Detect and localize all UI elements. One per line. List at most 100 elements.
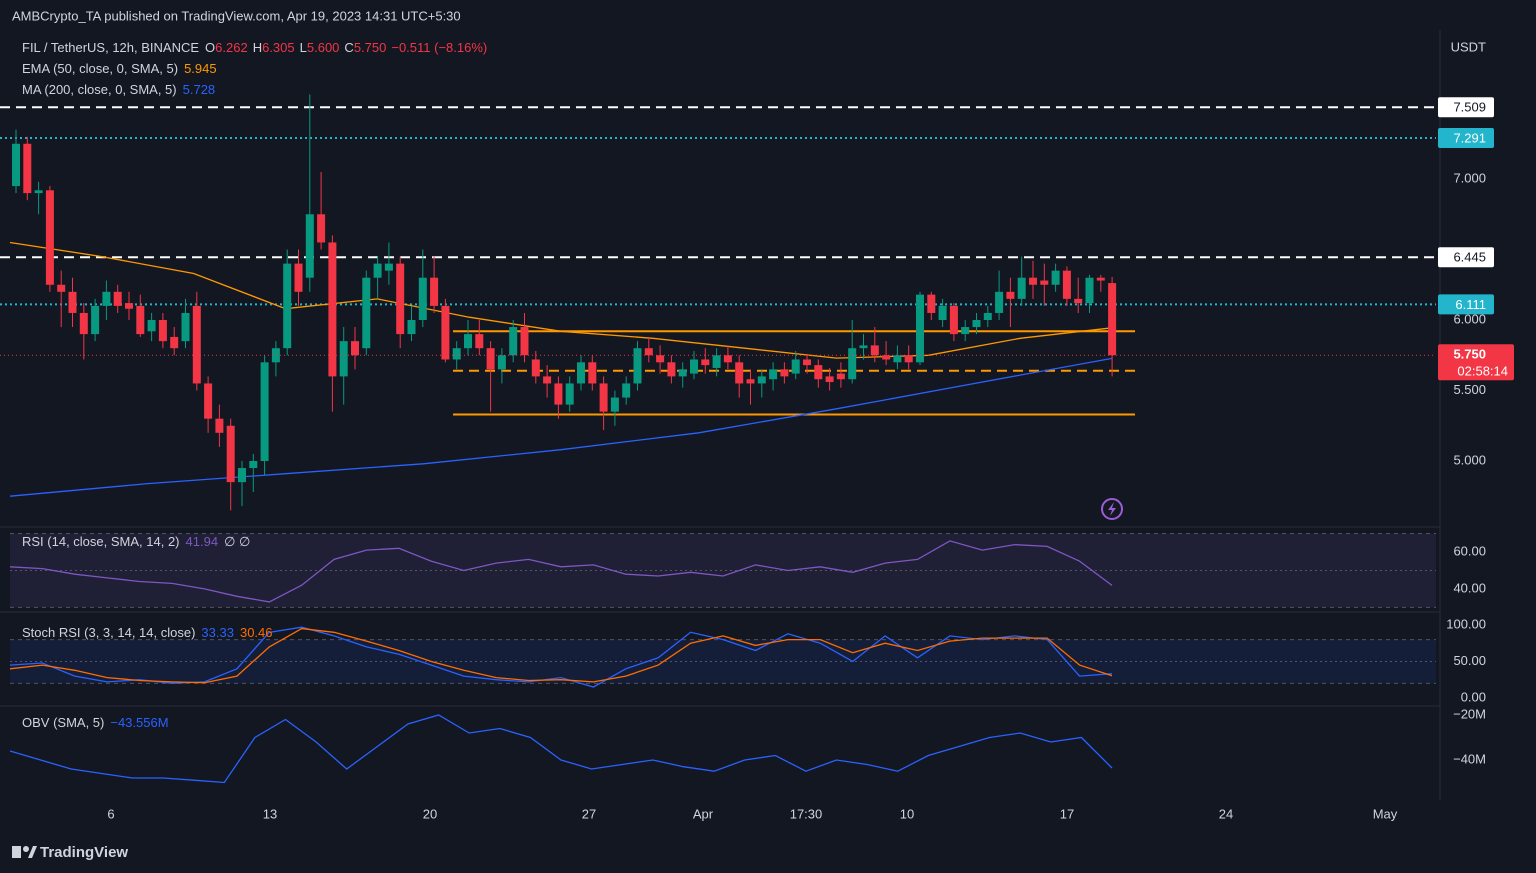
- candle-body: [577, 362, 585, 384]
- candle-body: [712, 355, 721, 368]
- symbol: FIL / TetherUS, 12h, BINANCE: [22, 40, 199, 55]
- candle-body: [870, 345, 879, 356]
- candle-body: [497, 355, 506, 370]
- candle-body: [859, 345, 868, 349]
- candle-body: [373, 263, 382, 278]
- legend: FIL / TetherUS, 12h, BINANCE O6.262 H6.305…: [22, 40, 487, 55]
- candle-body: [407, 320, 416, 335]
- candle-body: [780, 369, 789, 377]
- candle-body: [1006, 291, 1015, 299]
- candle-body: [983, 312, 992, 321]
- candle-body: [735, 362, 744, 384]
- x-tick-label: 13: [263, 806, 277, 821]
- candle-body: [678, 369, 687, 377]
- candle-body: [418, 277, 427, 321]
- candle-body: [520, 327, 529, 356]
- candle-body: [452, 348, 461, 360]
- candle-body: [283, 263, 292, 349]
- candle-body: [791, 359, 800, 374]
- legend-extra: ∅ ∅: [224, 534, 250, 549]
- candle-body: [181, 312, 190, 342]
- candle-body: [215, 418, 224, 433]
- brand: TradingView: [40, 844, 128, 861]
- level-label-box: [1438, 247, 1494, 268]
- legend: OBV (SMA, 5) −43.556M: [22, 715, 169, 730]
- candle-body: [916, 294, 924, 363]
- candle-body: [260, 362, 269, 461]
- candle-body: [938, 305, 947, 321]
- indicator-line: [9, 714, 1113, 784]
- candle-body: [68, 291, 77, 313]
- candle-body: [305, 214, 314, 278]
- candle-body: [204, 383, 213, 419]
- candle-body: [147, 320, 156, 332]
- series-name: EMA (50, close, 0, SMA, 5): [22, 61, 178, 76]
- candle-body: [45, 190, 54, 285]
- candle-body: [328, 242, 337, 377]
- candle-body: [125, 303, 133, 309]
- candle-body: [464, 334, 472, 349]
- x-tick-label: 27: [582, 806, 596, 821]
- candle-body: [972, 320, 981, 328]
- candle-body: [746, 379, 755, 384]
- candle-body: [113, 291, 122, 306]
- candle-body: [1029, 277, 1037, 285]
- candle-body: [610, 397, 619, 412]
- logo-part: [23, 846, 29, 852]
- candle-body: [836, 373, 845, 380]
- x-tick-label: 10: [900, 806, 914, 821]
- legend: EMA (50, close, 0, SMA, 5) 5.945: [22, 61, 217, 76]
- legend: MA (200, close, 0, SMA, 5) 5.728: [22, 82, 215, 97]
- candle-body: [294, 263, 303, 292]
- y-tick-label: 6.000: [1453, 311, 1486, 326]
- candle-body: [1051, 270, 1060, 285]
- y-tick-label: 60.00: [1453, 543, 1486, 558]
- candle-body: [904, 355, 913, 363]
- indicator-name: RSI (14, close, SMA, 14, 2): [22, 534, 180, 549]
- x-tick-label: 24: [1219, 806, 1233, 821]
- ohlc-letter: L: [300, 40, 307, 55]
- series-value: 5.945: [184, 61, 217, 76]
- level-label-box: [1438, 97, 1494, 118]
- candle-body: [226, 425, 235, 483]
- icon-ring: [1101, 498, 1123, 520]
- y-tick-label: 40.00: [1453, 580, 1486, 595]
- y-tick-label: −40M: [1453, 751, 1486, 766]
- indicator-line: [9, 627, 1113, 684]
- candle-body: [339, 341, 348, 377]
- legend: RSI (14, close, SMA, 14, 2) 41.94 ∅ ∅: [22, 534, 250, 549]
- candle-body: [430, 277, 439, 306]
- tv-logo: [12, 846, 37, 858]
- candle-body: [757, 376, 766, 384]
- level-label: 7.509: [1453, 100, 1486, 115]
- series-value: 5.728: [183, 82, 216, 97]
- candle-body: [949, 305, 958, 335]
- candle-body: [701, 359, 710, 366]
- alert-icon: [1101, 498, 1123, 520]
- candle-body: [23, 143, 32, 194]
- candle-body: [1085, 277, 1094, 304]
- candle-body: [543, 376, 552, 384]
- candle-body: [1040, 280, 1049, 285]
- candle-body: [34, 190, 43, 194]
- candle-body: [814, 365, 823, 380]
- countdown: 02:58:14: [1457, 364, 1508, 379]
- candle-body: [192, 305, 201, 384]
- candle-body: [136, 305, 145, 335]
- candle-body: [1108, 283, 1117, 356]
- candle-body: [1096, 277, 1105, 281]
- indicator-value: 33.33: [201, 625, 234, 640]
- level-label: 6.111: [1455, 297, 1486, 312]
- y-tick-label: 5.500: [1453, 382, 1486, 397]
- y-tick-label: 5.000: [1453, 452, 1486, 467]
- candle-body: [825, 376, 834, 383]
- candle-body: [384, 263, 393, 271]
- level-label: 6.445: [1453, 250, 1486, 265]
- publisher: AMBCrypto_TA published on TradingView.co…: [12, 8, 461, 23]
- candle-body: [690, 359, 698, 374]
- indicator-name: Stoch RSI (3, 3, 14, 14, close): [22, 625, 195, 640]
- candle-body: [656, 355, 665, 363]
- x-tick-label: May: [1373, 806, 1398, 821]
- level-label-box: [1438, 127, 1494, 148]
